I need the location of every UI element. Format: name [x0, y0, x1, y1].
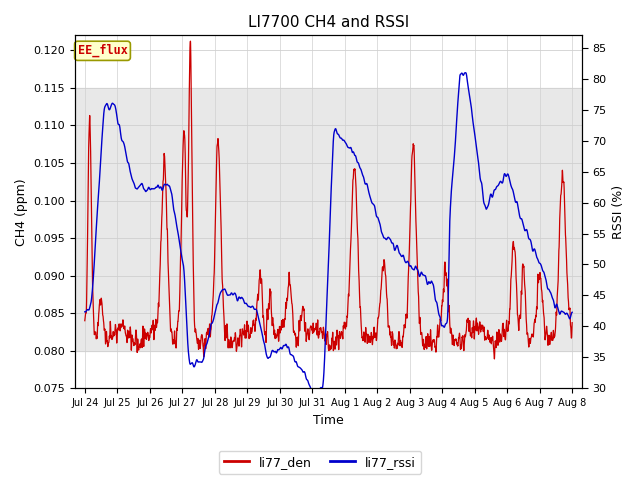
- Y-axis label: RSSI (%): RSSI (%): [612, 185, 625, 239]
- X-axis label: Time: Time: [313, 414, 344, 427]
- Text: EE_flux: EE_flux: [77, 44, 127, 58]
- Legend: li77_den, li77_rssi: li77_den, li77_rssi: [219, 451, 421, 474]
- Y-axis label: CH4 (ppm): CH4 (ppm): [15, 178, 28, 246]
- Bar: [75, 88, 582, 351]
- Title: LI7700 CH4 and RSSI: LI7700 CH4 and RSSI: [248, 15, 409, 30]
